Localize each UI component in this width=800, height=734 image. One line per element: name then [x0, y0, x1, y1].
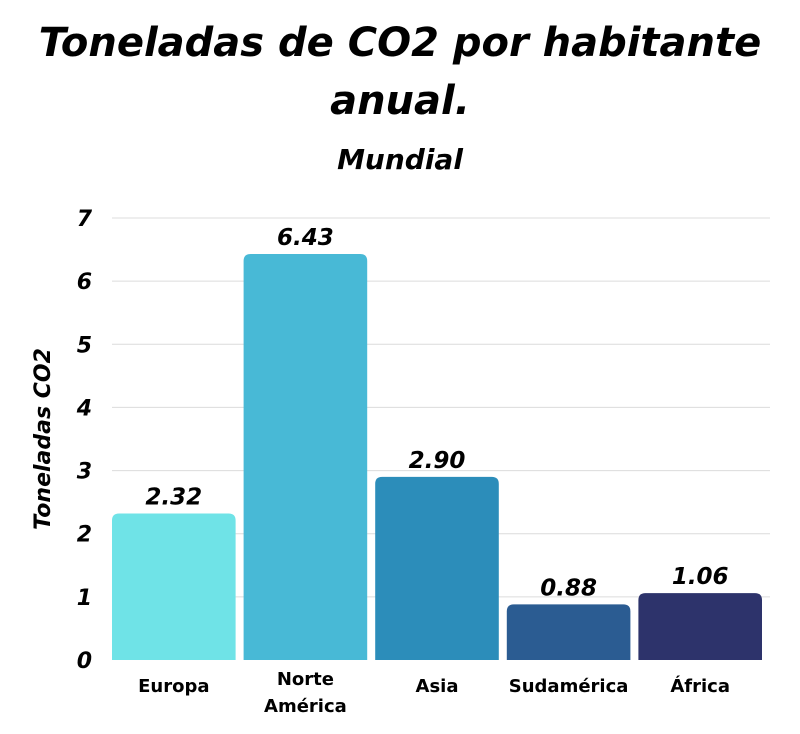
data-label: 2.32: [145, 485, 202, 511]
y-tick-label: 3: [77, 460, 92, 485]
bar: [112, 513, 236, 660]
bar: [243, 253, 368, 660]
chart-title-line-1: Toneladas de CO2 por habitante: [38, 20, 762, 66]
category-label: Norte: [277, 669, 334, 690]
y-tick-label: 2: [77, 523, 92, 548]
category-label: Asia: [416, 676, 459, 697]
category-label: Europa: [138, 676, 209, 697]
chart-subtitle: Mundial: [337, 143, 463, 176]
category-label: Sudamérica: [509, 676, 629, 697]
data-label: 6.43: [277, 225, 334, 251]
y-axis-label: Toneladas CO2: [31, 348, 56, 530]
y-tick-label: 7: [77, 207, 93, 232]
y-tick-label: 0: [77, 649, 92, 674]
category-label: África: [670, 675, 730, 697]
y-tick-label: 1: [77, 586, 92, 611]
bar: [638, 593, 762, 660]
data-label: 0.88: [540, 575, 597, 601]
y-tick-label: 5: [77, 333, 92, 358]
chart-title-line-2: anual.: [330, 78, 470, 124]
data-label: 2.90: [409, 448, 466, 474]
bar: [375, 476, 499, 660]
bar: [506, 604, 631, 660]
category-label: América: [264, 696, 347, 717]
data-label: 1.06: [672, 564, 729, 590]
y-tick-label: 4: [76, 396, 92, 421]
y-tick-label: 6: [77, 270, 92, 295]
